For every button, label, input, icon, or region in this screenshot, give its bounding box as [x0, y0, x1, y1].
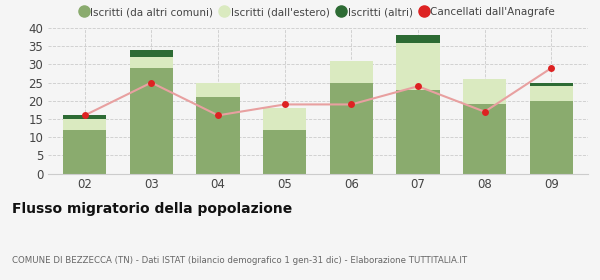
Bar — [63, 119, 106, 130]
Bar — [63, 130, 106, 174]
Point — [80, 113, 89, 118]
Bar — [63, 115, 106, 119]
Bar — [130, 68, 173, 174]
Bar — [130, 57, 173, 68]
Bar — [530, 86, 573, 101]
Point — [280, 102, 289, 107]
Bar — [196, 97, 239, 174]
Point — [547, 66, 556, 70]
Bar — [130, 50, 173, 57]
Text: COMUNE DI BEZZECCA (TN) - Dati ISTAT (bilancio demografico 1 gen-31 dic) - Elabo: COMUNE DI BEZZECCA (TN) - Dati ISTAT (bi… — [12, 256, 467, 265]
Bar — [530, 83, 573, 86]
Bar — [263, 130, 307, 174]
Bar — [329, 83, 373, 174]
Point — [413, 84, 423, 88]
Point — [347, 102, 356, 107]
Bar — [397, 90, 440, 174]
Bar — [530, 101, 573, 174]
Bar — [196, 83, 239, 97]
Legend: Iscritti (da altri comuni), Iscritti (dall'estero), Iscritti (altri), Cancellati: Iscritti (da altri comuni), Iscritti (da… — [77, 3, 559, 21]
Bar — [329, 61, 373, 83]
Bar — [463, 79, 506, 104]
Bar — [397, 35, 440, 43]
Point — [146, 80, 156, 85]
Bar — [463, 104, 506, 174]
Text: Flusso migratorio della popolazione: Flusso migratorio della popolazione — [12, 202, 292, 216]
Point — [480, 109, 490, 114]
Bar — [263, 108, 307, 130]
Point — [213, 113, 223, 118]
Bar — [397, 43, 440, 90]
